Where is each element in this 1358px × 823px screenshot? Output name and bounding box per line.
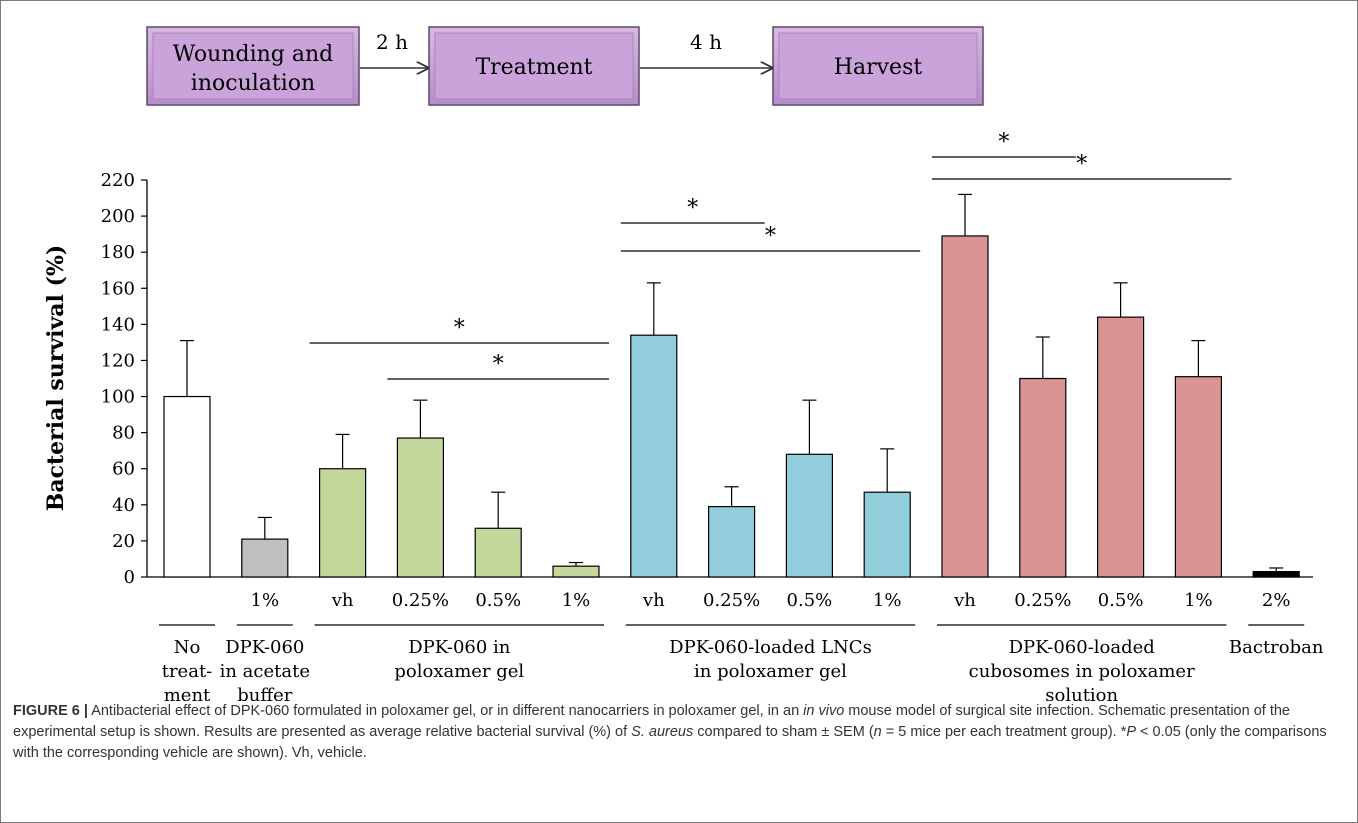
bar (863, 491, 911, 578)
group-label: DPK-060 (225, 637, 304, 658)
y-tick-label: 200 (101, 206, 135, 227)
x-tick-label: 1% (873, 590, 902, 611)
caption-text: = 5 mice per each treatment group). * (881, 724, 1127, 740)
group-label: in acetate (220, 661, 310, 682)
group-label: No (174, 637, 201, 658)
flow-box-label: Wounding and (173, 42, 333, 67)
group-label: buffer (237, 685, 293, 701)
group-label: DPK-060-loaded LNCs (669, 637, 872, 658)
y-tick-label: 120 (101, 350, 135, 371)
group-label: DPK-060 in (408, 637, 511, 658)
bar (707, 506, 756, 578)
significance-marker: * (493, 352, 504, 377)
y-tick-label: 220 (101, 170, 135, 191)
x-tick-label: 2% (1262, 590, 1291, 611)
group-label: Bactroban (1229, 637, 1324, 658)
group-label: DPK-060-loaded (1009, 637, 1155, 658)
experimental-flow-diagram: Wounding and inoculation Treatment Harve… (146, 26, 984, 106)
y-tick-label: 160 (101, 278, 135, 299)
x-tick-label: 0.25% (703, 590, 760, 611)
x-tick-labels: 1% vh 0.25% 0.5% 1% vh 0.25% 0.5% 1% vh 0.25% 0.5% 1… (251, 590, 1291, 611)
figure-graphic: Wounding and inoculation Treatment Harve… (43, 26, 1324, 701)
bar (785, 453, 834, 578)
flow-arrow-label: 4 h (690, 30, 722, 54)
flow-box-wounding: Wounding and inoculation (146, 26, 360, 106)
y-tick-label: 140 (101, 314, 135, 335)
flow-box-treatment: Treatment (428, 26, 640, 106)
group-label: cubosomes in poloxamer (969, 661, 1195, 682)
bar (552, 565, 600, 578)
y-tick-label: 80 (112, 423, 135, 444)
caption-text: < 0.05 (only the comparisons with the co… (13, 724, 1327, 761)
significance-marker: * (687, 196, 698, 221)
x-tick-label: 0.5% (475, 590, 521, 611)
figure-caption: FIGURE 6 | Antibacterial effect of DPK-0… (13, 701, 1333, 764)
y-tick-label: 60 (112, 459, 135, 480)
caption-label: FIGURE 6 | (13, 703, 88, 719)
significance-annotations: * * * * * * (309, 130, 1232, 380)
bar (163, 395, 211, 578)
y-tick-label: 180 (101, 242, 135, 263)
significance-marker: * (765, 224, 776, 249)
significance-marker: * (1076, 152, 1087, 177)
bar (319, 468, 367, 578)
bar (1174, 376, 1223, 578)
flow-arrow-label: 2 h (376, 30, 408, 54)
y-tick-label: 40 (112, 495, 135, 516)
x-tick-label: 0.5% (787, 590, 833, 611)
y-axis-label: Bacterial survival (%) (43, 245, 69, 512)
bar (1019, 377, 1067, 578)
caption-italic: P (1126, 724, 1137, 740)
significance-marker: * (998, 130, 1009, 155)
x-tick-label: 0.25% (392, 590, 449, 611)
caption-text: compared to sham ± SEM ( (693, 724, 874, 740)
x-tick-label: 0.25% (1014, 590, 1071, 611)
group-label: in poloxamer gel (694, 661, 847, 682)
bars (163, 193, 1300, 578)
x-tick-label: 0.5% (1098, 590, 1144, 611)
flow-box-label: Treatment (475, 55, 592, 80)
x-tick-label: vh (642, 590, 665, 611)
x-tick-label: 1% (562, 590, 591, 611)
flow-box-label: Harvest (834, 55, 923, 80)
group-label: treat- (162, 661, 213, 682)
x-tick-label: vh (953, 590, 976, 611)
y-tick-label: 0 (124, 567, 135, 588)
group-labels: No treat-ment DPK-060 in acetate buffer DPK-0… (159, 624, 1324, 701)
group-label: ment (164, 685, 211, 701)
bar (941, 235, 989, 578)
bar (396, 437, 444, 578)
group-label: poloxamer gel (394, 661, 524, 682)
caption-italic: in vivo (803, 703, 845, 719)
bar (630, 334, 678, 578)
significance-marker: * (454, 316, 465, 341)
x-tick-label: 1% (251, 590, 280, 611)
caption-text: mouse model of surgical site infection. … (13, 703, 1290, 740)
flow-box-label: inoculation (191, 71, 315, 96)
y-tick-label: 100 (101, 387, 135, 408)
bar (1252, 570, 1300, 578)
flow-box-harvest: Harvest (772, 26, 984, 106)
bar (241, 538, 289, 578)
bar-chart: Bacterial survival (%) 0 20 40 60 80 100 120 14… (43, 130, 1324, 701)
caption-italic: S. aureus (631, 724, 694, 740)
caption-text: Antibacterial effect of DPK-060 formulat… (87, 703, 804, 719)
x-tick-label: 1% (1184, 590, 1213, 611)
group-label: solution (1045, 685, 1118, 701)
caption-italic: n (873, 724, 882, 740)
bar (1096, 316, 1145, 578)
x-tick-label: vh (331, 590, 354, 611)
y-tick-label: 20 (112, 531, 135, 552)
bar (474, 527, 522, 578)
